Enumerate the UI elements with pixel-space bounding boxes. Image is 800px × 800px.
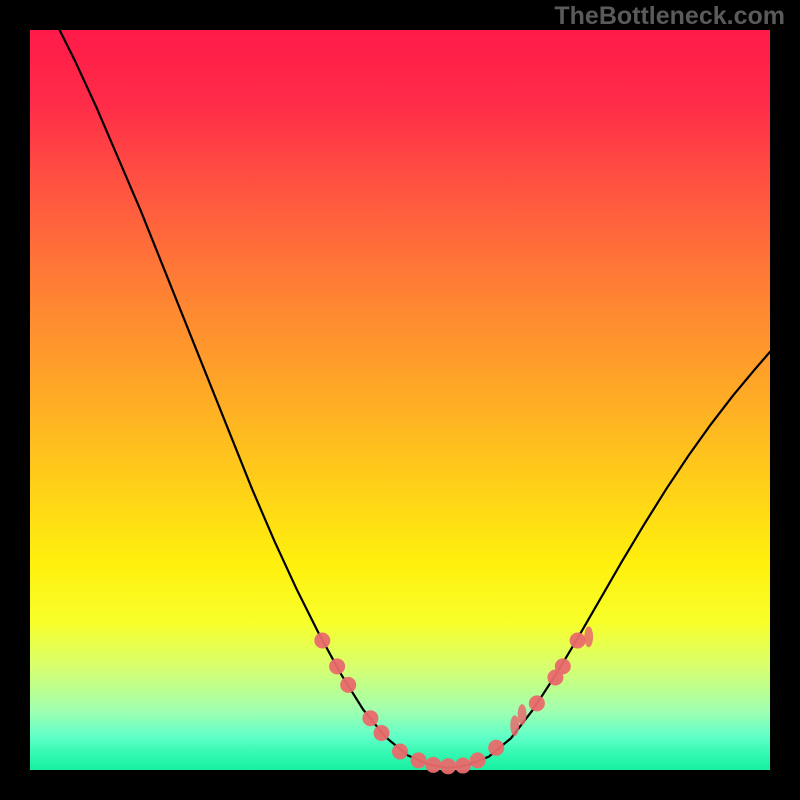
bottleneck-curve-plot [0, 0, 800, 800]
curve-marker [329, 658, 345, 674]
curve-marker [340, 677, 356, 693]
curve-marker-artifact [510, 715, 519, 736]
curve-marker [440, 758, 456, 774]
curve-marker [314, 633, 330, 649]
curve-marker [362, 710, 378, 726]
plot-background [30, 30, 770, 770]
curve-marker [374, 725, 390, 741]
curve-marker-artifact [518, 704, 527, 725]
curve-marker [488, 740, 504, 756]
curve-marker [470, 752, 486, 768]
curve-marker [570, 633, 586, 649]
curve-marker [555, 658, 571, 674]
curve-marker [392, 744, 408, 760]
curve-marker [411, 752, 427, 768]
watermark-text: TheBottleneck.com [554, 2, 785, 31]
curve-marker [425, 757, 441, 773]
curve-marker [529, 695, 545, 711]
curve-marker [455, 758, 471, 774]
curve-marker-artifact [584, 626, 593, 647]
